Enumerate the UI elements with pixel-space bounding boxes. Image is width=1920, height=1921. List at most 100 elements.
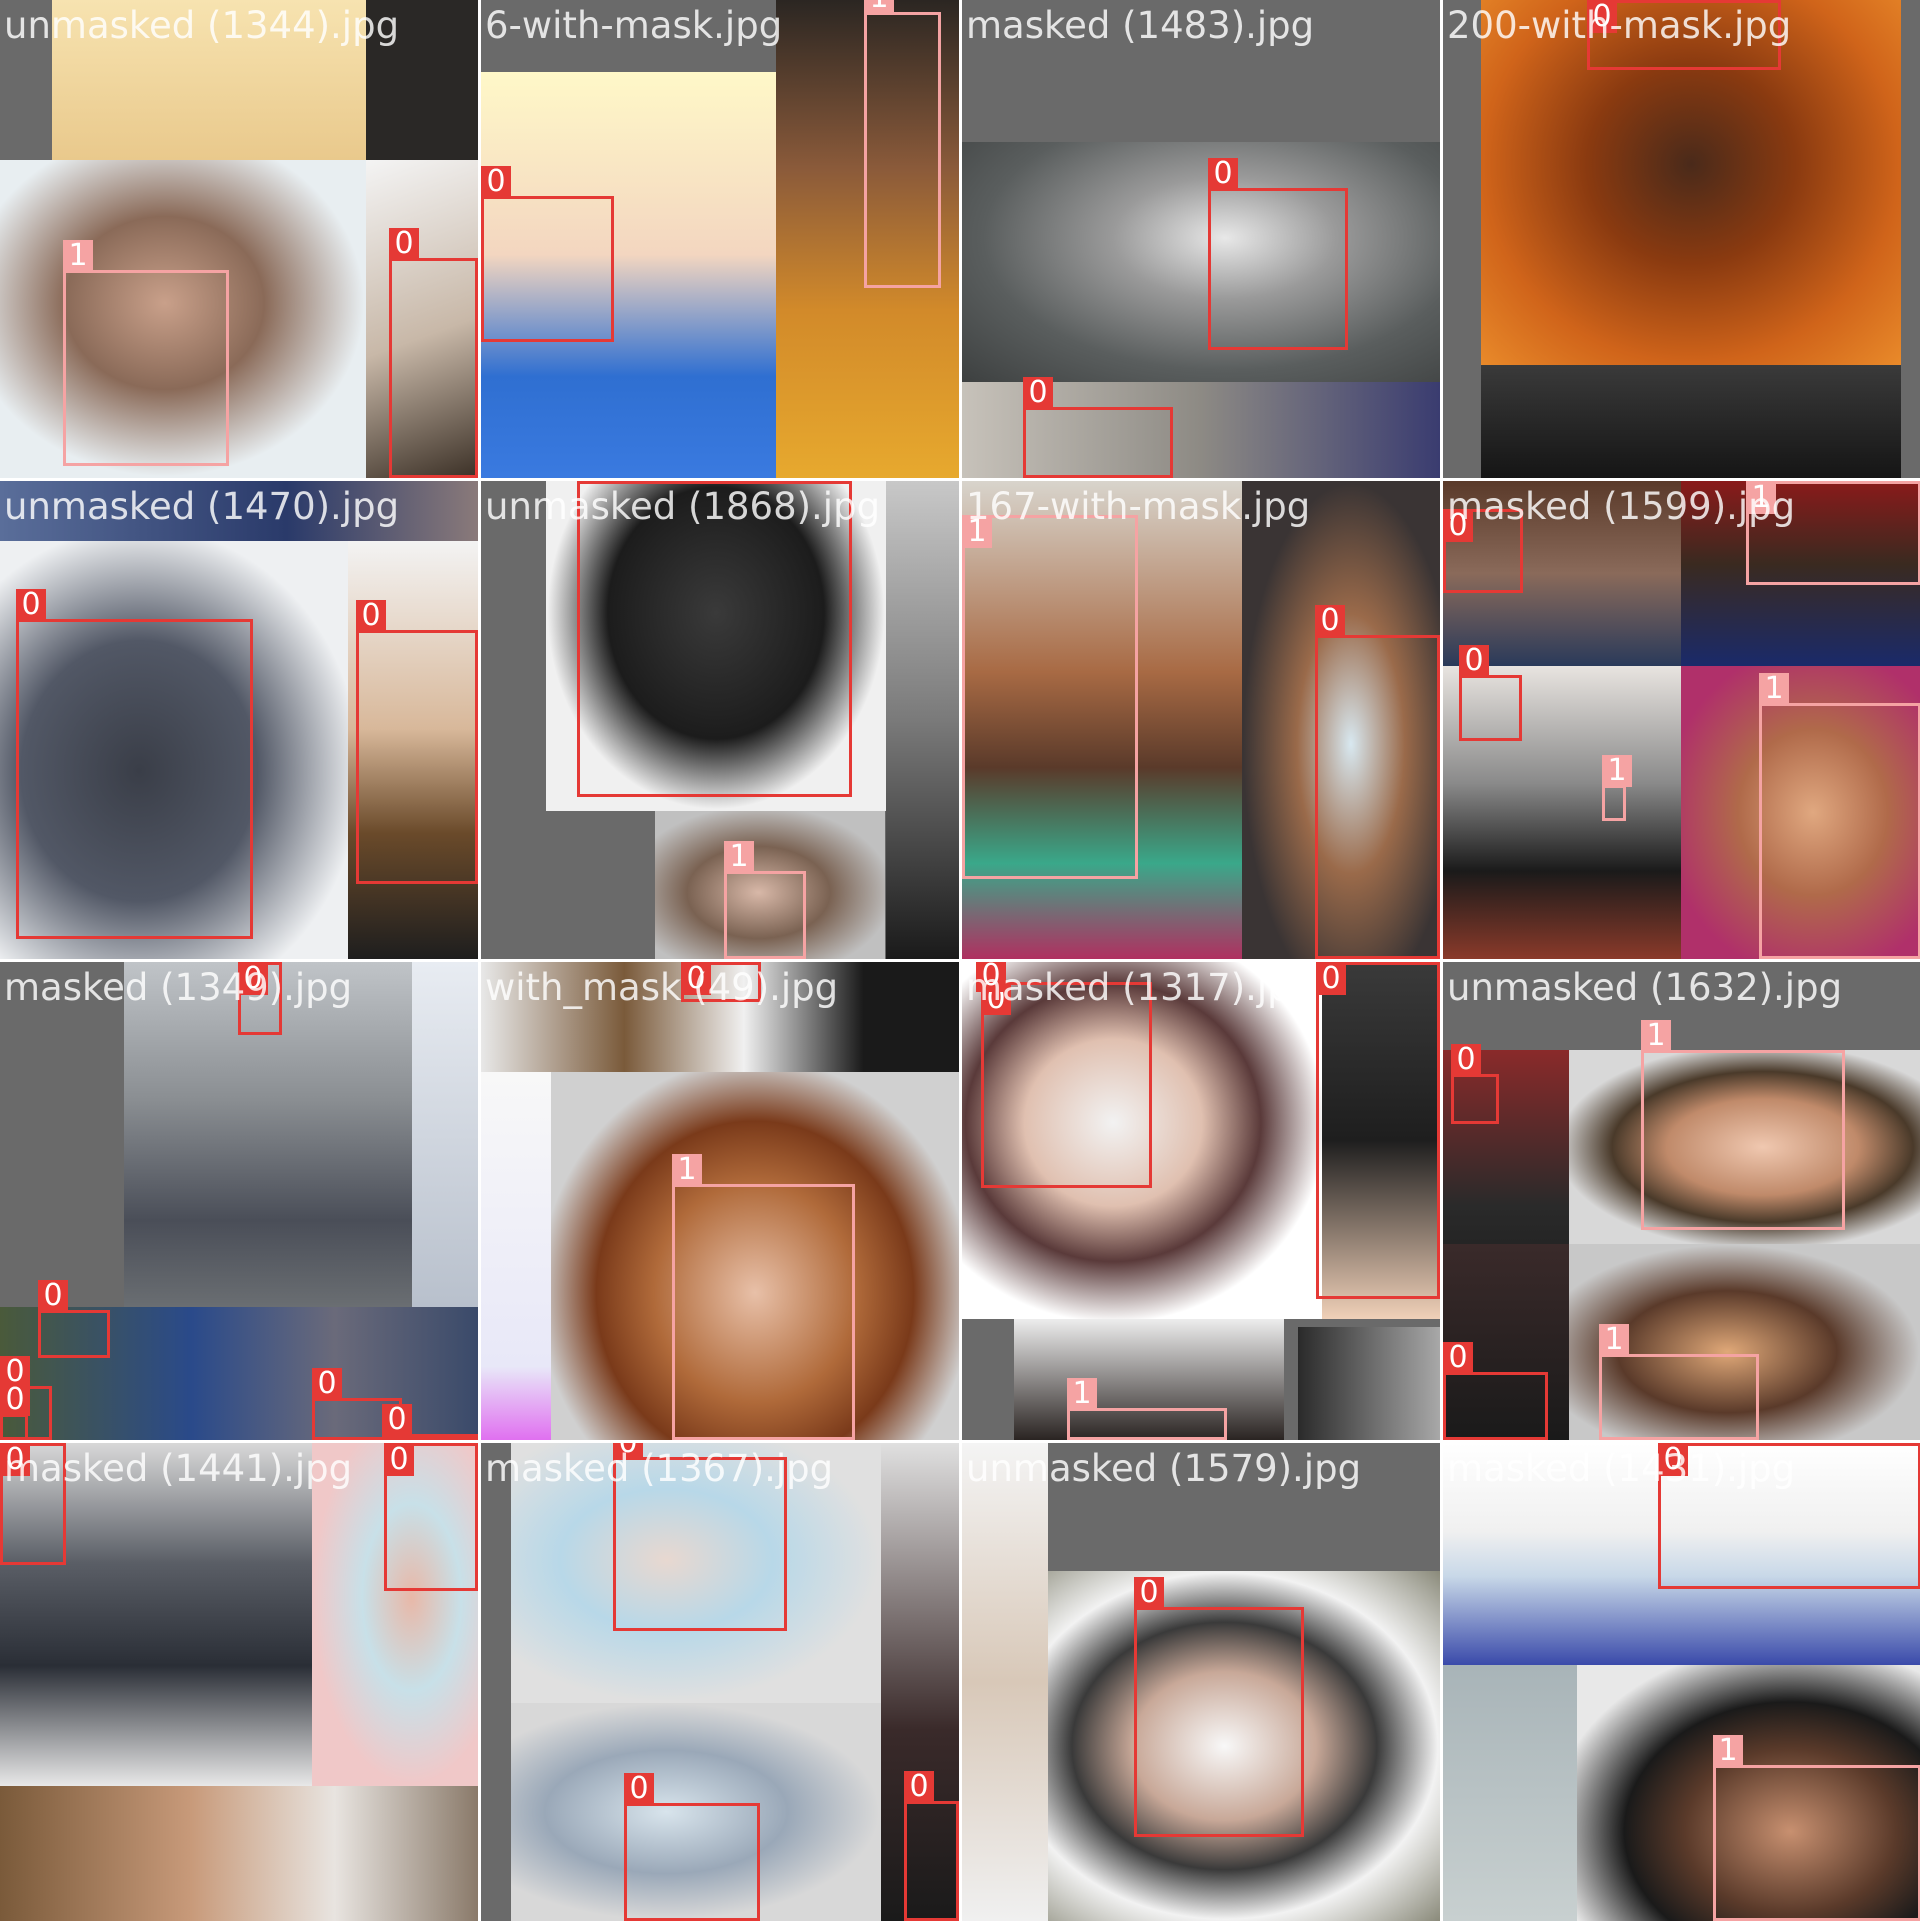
detection-box: 1 [1599,1324,1759,1440]
class-label: 0 [1658,1444,1688,1476]
class-label: 0 [1587,1,1617,33]
photo-fragment [511,1703,881,1921]
class-label: 0 [0,1356,30,1388]
photo-fragment [1014,1319,1284,1440]
detection-box: 0 [481,166,614,342]
photo-fragment [481,72,776,478]
detection-box: 0 [1443,1342,1548,1440]
detection-box: 0 [1658,1443,1920,1589]
detection-box: 0 [577,481,852,797]
class-label: 1 [1713,1735,1743,1767]
detection-box: 0 [1587,0,1781,70]
class-label: 1 [724,841,754,873]
class-label: 1 [1641,1020,1671,1052]
mosaic-tile: 200-with-mask.jpg 0 [1443,0,1920,478]
photo-fragment [1681,666,1920,959]
class-label: 1 [1759,673,1789,705]
photo-fragment [1298,1327,1440,1440]
photo-fragment [546,481,886,811]
photo-fragment [1569,1050,1920,1244]
mosaic-tile: masked (1367).jpg 0 0 0 [481,1443,959,1921]
photo-fragment [962,1443,1048,1921]
class-label: 1 [962,516,992,548]
detection-box: 0 [1208,158,1348,350]
image-filename: masked (1431).jpg [1447,1447,1796,1490]
photo-fragment [776,0,959,478]
image-filename: 200-with-mask.jpg [1447,4,1792,47]
photo-fragment [0,160,366,478]
class-label: 0 [1459,645,1489,677]
photo-fragment [1322,962,1440,1319]
detection-box: 0 [38,1280,110,1358]
class-label: 0 [1134,1577,1164,1609]
class-label: 0 [976,962,1006,992]
detection-box: 0 [1023,377,1173,478]
photo-fragment [366,160,478,478]
photo-fragment [0,481,478,541]
detection-box: 1 [1759,673,1920,959]
photo-fragment [0,1786,478,1921]
image-filename: unmasked (1868).jpg [485,485,881,528]
detection-box: 0 [981,982,1152,1188]
detection-box: 0 [681,962,761,1002]
class-label: 0 [577,481,607,484]
photo-fragment [962,142,1440,382]
image-filename: masked (1483).jpg [966,4,1315,47]
class-label: 1 [1746,482,1776,514]
class-label: 0 [1443,1342,1473,1374]
photo-fragment [0,541,348,959]
photo-fragment [481,962,959,1072]
detection-box: 0 [1134,1577,1304,1837]
detection-box: 0 [613,1443,787,1631]
image-filename: 6-with-mask.jpg [485,4,783,47]
class-label: 0 [382,1404,412,1436]
image-filename: masked (1317).jpg [966,966,1315,1009]
detection-box: 1 [63,240,229,466]
class-label: 0 [0,1444,30,1476]
photo-fragment [366,0,478,160]
class-label: 0 [0,1384,30,1416]
image-filename: unmasked (1470).jpg [4,485,400,528]
class-label: 1 [1599,1324,1629,1356]
image-filename: unmasked (1579).jpg [966,1447,1362,1490]
mosaic-tile: unmasked (1344).jpg 1 0 [0,0,478,478]
class-label: 0 [16,589,46,621]
detection-box: 1 [864,0,941,288]
class-label: 1 [864,0,894,14]
detection-box: 0 [1443,509,1523,593]
detection-box: 0 [962,962,1006,992]
detection-box: 0 [1451,1044,1499,1124]
class-label: 0 [38,1280,68,1312]
detection-box: 0 [1315,605,1440,959]
class-label: 1 [1067,1378,1097,1410]
class-label: 0 [1443,510,1473,542]
mosaic-tile: masked (1599).jpg 0 1 0 1 1 [1443,481,1920,959]
class-label: 0 [1315,605,1345,637]
class-label: 1 [672,1154,702,1186]
mosaic-tile: unmasked (1868).jpg 0 1 [481,481,959,959]
detection-box: 0 [1459,645,1522,741]
photo-fragment [312,1443,478,1786]
class-label: 1 [1602,755,1632,787]
detection-box: 1 [1746,481,1920,585]
detection-box: 0 [16,589,253,939]
photo-fragment [481,1072,551,1440]
photo-fragment [52,0,366,160]
photo-fragment [881,1443,959,1921]
photo-fragment [1048,1571,1440,1921]
detection-box: 1 [1713,1735,1920,1921]
photo-fragment [1443,1665,1577,1921]
class-label: 0 [613,1443,643,1459]
class-label: 0 [681,963,711,995]
mosaic-tile: unmasked (1579).jpg 0 [962,1443,1440,1921]
mosaic-tile: masked (1441).jpg 0 0 [0,1443,478,1921]
image-filename: masked (1441).jpg [4,1447,353,1490]
image-filename: unmasked (1632).jpg [1447,966,1843,1009]
class-label: 0 [481,166,511,198]
detection-box: 0 [0,1443,66,1565]
mosaic-tile: unmasked (1470).jpg 0 0 [0,481,478,959]
detection-box: 0 [624,1773,760,1921]
detection-box: 0 [238,962,282,1035]
photo-fragment [1443,666,1681,959]
